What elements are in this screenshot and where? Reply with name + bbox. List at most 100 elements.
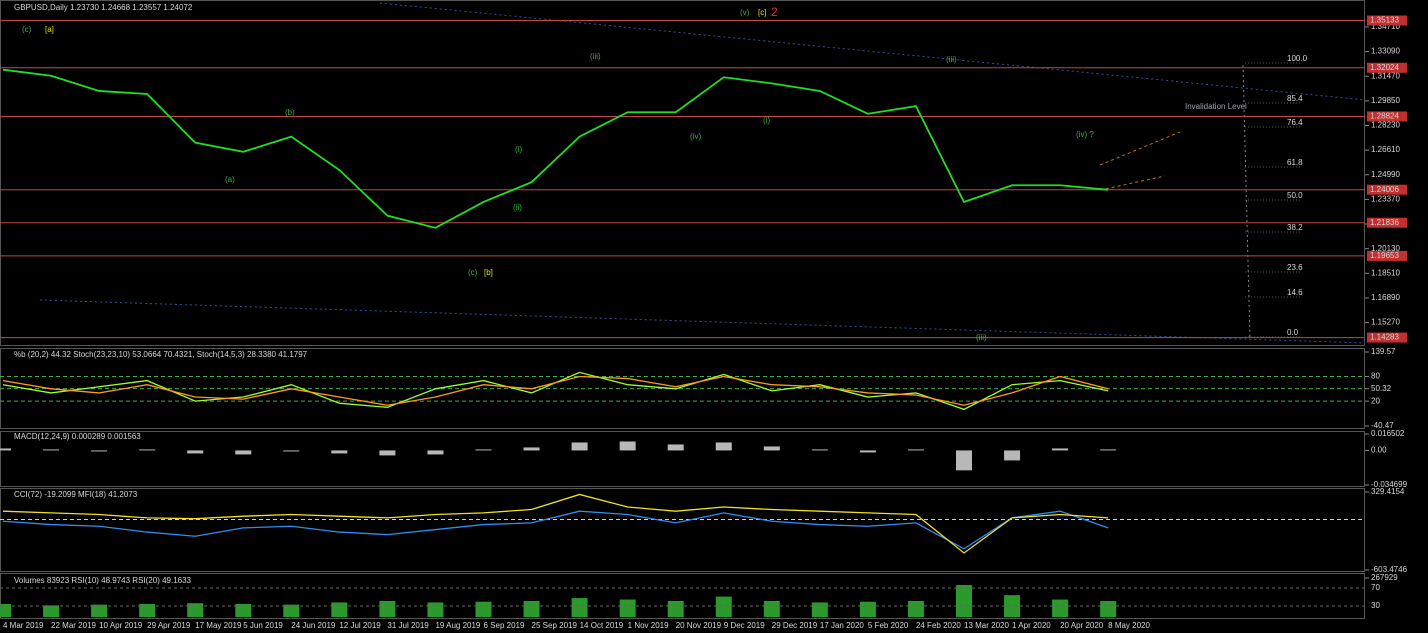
bar: [571, 598, 588, 617]
series-line: [2, 493, 1109, 554]
bar: [235, 603, 252, 617]
x-tick-label: 1 Apr 2020: [1012, 621, 1051, 630]
x-tick-label: 24 Jun 2019: [291, 621, 336, 630]
bar: [0, 603, 11, 617]
level-label-box: [1367, 184, 1407, 195]
y-tick-label: 1.29850: [1371, 96, 1400, 105]
bar: [139, 603, 156, 617]
wave-label: Invalidation Level: [1185, 102, 1247, 111]
bar: [331, 602, 348, 617]
y-tick-label: 20: [1371, 396, 1380, 405]
x-tick-label: 29 Dec 2019: [772, 621, 818, 630]
x-tick-label: 9 Dec 2019: [724, 621, 765, 630]
y-tick-label: -603.4746: [1371, 565, 1408, 574]
bar: [91, 450, 108, 452]
x-tick-label: 6 Sep 2019: [484, 621, 525, 630]
bar: [1052, 448, 1069, 451]
panel-title: GBPUSD,Daily 1.23730 1.24668 1.23557 1.2…: [14, 3, 193, 12]
y-tick-label: 1.16890: [1371, 293, 1400, 302]
x-tick-label: 10 Apr 2019: [99, 621, 143, 630]
level-label-box: [1367, 111, 1407, 122]
x-tick-label: 19 Aug 2019: [435, 621, 480, 630]
y-tick-label: 329.4154: [1371, 487, 1405, 496]
bar: [811, 449, 828, 451]
y-tick-label: 1.15270: [1371, 318, 1400, 327]
bar: [235, 450, 252, 455]
panel-title: MACD(12,24,9) 0.000289 0.001563: [14, 432, 141, 441]
bar: [1052, 599, 1069, 617]
wave-label: (iii): [590, 52, 601, 61]
y-tick-label: 1.24990: [1371, 170, 1400, 179]
wave-label: (iii): [976, 333, 987, 342]
bar: [187, 450, 204, 454]
series-line: [2, 68, 1109, 229]
y-tick-label: 0.016502: [1371, 429, 1405, 438]
level-label: 1.28824: [1370, 112, 1399, 121]
fib-label: 100.0: [1287, 54, 1308, 63]
bar: [523, 600, 540, 617]
bar: [0, 448, 11, 451]
y-tick-label: 1.23370: [1371, 194, 1400, 203]
level-label-box: [1367, 15, 1407, 26]
wave-label: (v): [740, 8, 750, 17]
wave-label: (iv): [690, 132, 701, 141]
fib-label: 76.4: [1287, 118, 1303, 127]
bar: [667, 444, 684, 451]
x-tick-label: 5 Feb 2020: [868, 621, 909, 630]
bar: [427, 602, 444, 617]
channel-line: [1099, 175, 1166, 191]
x-tick-label: 31 Jul 2019: [387, 621, 429, 630]
x-tick-label: 13 Mar 2020: [964, 621, 1009, 630]
wave-label: (iii): [946, 55, 957, 64]
bar: [187, 603, 204, 617]
bar: [763, 600, 780, 617]
bar: [43, 449, 60, 451]
bar: [859, 601, 876, 617]
x-tick-label: 14 Oct 2019: [580, 621, 624, 630]
level-label: 1.35133: [1370, 16, 1399, 25]
x-tick-label: 22 Mar 2019: [51, 621, 96, 630]
y-tick-label: 1.28230: [1371, 121, 1400, 130]
level-label: 1.21836: [1370, 218, 1399, 227]
bar: [956, 450, 972, 471]
wave-label: (ii): [513, 203, 522, 212]
wave-label: [b]: [484, 268, 493, 277]
bar: [907, 600, 924, 617]
fib-label: 14.6: [1287, 288, 1303, 297]
level-label-box: [1367, 217, 1407, 228]
x-tick-label: 17 May 2019: [195, 621, 242, 630]
x-tick-label: 20 Nov 2019: [676, 621, 722, 630]
bar: [379, 600, 396, 617]
wave-label: (c): [22, 25, 32, 34]
y-tick-label: -40.47: [1371, 421, 1394, 430]
x-tick-label: 8 May 2020: [1108, 621, 1150, 630]
y-tick-label: 1.20130: [1371, 244, 1400, 253]
bar: [667, 600, 684, 617]
fib-label: 50.0: [1287, 191, 1303, 200]
y-tick-label: 267929: [1371, 573, 1398, 582]
wave-label: (i): [763, 116, 770, 125]
bar: [1004, 595, 1021, 617]
level-label: 1.24006: [1370, 185, 1399, 194]
fib-label: 61.8: [1287, 158, 1303, 167]
y-tick-label: 1.26610: [1371, 145, 1400, 154]
x-tick-label: 25 Sep 2019: [532, 621, 578, 630]
bar: [619, 441, 636, 451]
bar: [1004, 450, 1021, 461]
y-tick-label: 50.32: [1371, 384, 1392, 393]
bar: [91, 604, 108, 617]
wave-label: (a): [225, 175, 235, 184]
bar: [1100, 600, 1117, 617]
x-tick-label: 24 Feb 2020: [916, 621, 961, 630]
bar: [715, 442, 732, 451]
level-label-box: [1367, 332, 1407, 343]
level-label: 1.14283: [1370, 333, 1399, 342]
wave-label: (b): [285, 108, 295, 117]
x-tick-label: 29 Apr 2019: [147, 621, 191, 630]
level-label: 1.19653: [1370, 251, 1399, 260]
bar: [956, 584, 972, 617]
fib-label: 85.4: [1287, 94, 1303, 103]
series-line: [2, 510, 1109, 550]
panel-title: %b (20,2) 44.32 Stoch(23,23,10) 53.0664 …: [14, 350, 308, 359]
y-tick-label: 1.18510: [1371, 268, 1400, 277]
